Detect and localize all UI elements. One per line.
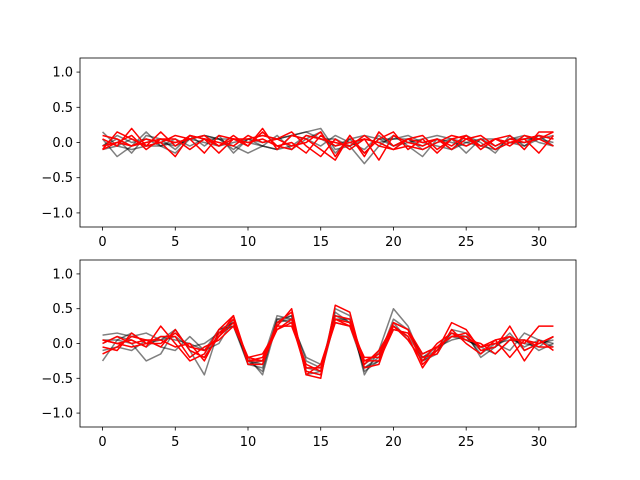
y-tick-label: 1.0: [52, 66, 73, 81]
x-tick-label: 25: [458, 235, 475, 250]
x-tick-label: 15: [312, 435, 329, 450]
y-tick-label: −1.0: [41, 407, 73, 422]
bottom-subplot: 0 5 10 15 20 25 30 −1.0 −0.5 0.0 0.5 1.0: [41, 259, 577, 450]
x-tick-label: 15: [312, 235, 329, 250]
x-tick-label: 0: [98, 235, 106, 250]
x-tick-label: 30: [531, 435, 548, 450]
top-subplot: 0 5 10 15 20 25 30 −1.0 −0.5 0.0 0.5 1.0: [41, 57, 577, 250]
y-tick-label: 1.0: [52, 267, 73, 282]
series-group: [101, 127, 555, 165]
y-tick-label: 0.5: [52, 302, 73, 317]
y-tick-label: −0.5: [41, 372, 73, 387]
x-tick-label: 5: [171, 435, 179, 450]
x-tick-label: 10: [240, 435, 257, 450]
x-tick-label: 20: [385, 435, 402, 450]
series-line-7: [102, 131, 554, 158]
series-line-5: [101, 127, 554, 161]
series-line-9: [102, 314, 554, 373]
y-tick-label: 0.5: [52, 101, 73, 116]
x-tick-label: 0: [98, 435, 106, 450]
series-line-9: [102, 131, 554, 158]
y-tick-label: −0.5: [41, 171, 73, 186]
series-group: [101, 304, 554, 380]
y-tick-label: −1.0: [41, 206, 73, 221]
series-line-8: [102, 131, 555, 158]
x-tick-label: 30: [531, 235, 548, 250]
y-tick-label: 0.0: [52, 337, 73, 352]
x-tick-label: 5: [171, 235, 179, 250]
y-tick-label: 0.0: [52, 136, 73, 151]
x-tick-label: 20: [385, 235, 402, 250]
x-tick-label: 10: [240, 235, 257, 250]
x-tick-label: 25: [458, 435, 475, 450]
